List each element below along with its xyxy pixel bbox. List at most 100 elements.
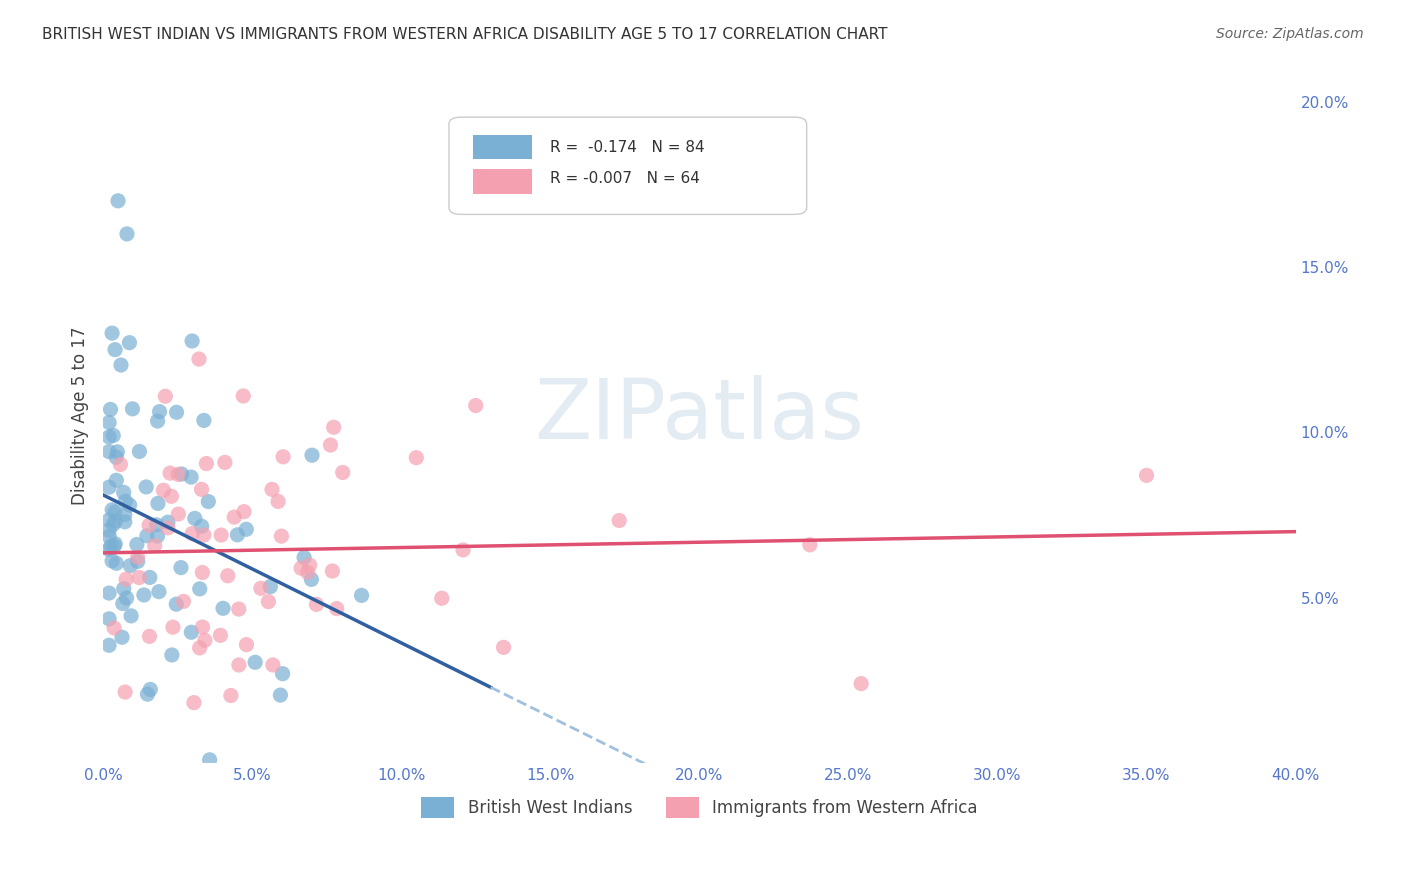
British West Indians	[198, 753, 221, 767]
British West Indians	[100, 402, 122, 417]
British West Indians	[271, 666, 294, 681]
British West Indians	[104, 343, 127, 357]
Immigrants from Western Africa	[128, 570, 150, 584]
Immigrants from Western Africa	[305, 598, 328, 612]
British West Indians	[128, 444, 150, 458]
Immigrants from Western Africa	[492, 640, 515, 655]
British West Indians	[111, 630, 134, 644]
Immigrants from Western Africa	[298, 558, 321, 573]
British West Indians	[180, 625, 202, 640]
British West Indians	[105, 445, 128, 459]
British West Indians	[350, 588, 373, 602]
British West Indians	[156, 515, 179, 529]
Immigrants from Western Africa	[110, 458, 132, 472]
British West Indians	[184, 511, 207, 525]
Immigrants from Western Africa	[183, 696, 205, 710]
Immigrants from Western Africa	[321, 564, 343, 578]
British West Indians	[165, 597, 187, 611]
British West Indians	[180, 470, 202, 484]
Immigrants from Western Africa	[188, 640, 211, 655]
British West Indians	[110, 358, 132, 372]
Immigrants from Western Africa	[160, 489, 183, 503]
British West Indians	[139, 682, 162, 697]
Immigrants from Western Africa	[167, 467, 190, 482]
Immigrants from Western Africa	[214, 455, 236, 469]
British West Indians	[132, 588, 155, 602]
British West Indians	[98, 416, 121, 430]
Immigrants from Western Africa	[191, 566, 214, 580]
British West Indians	[101, 554, 124, 568]
British West Indians	[127, 554, 149, 568]
British West Indians	[107, 194, 129, 208]
Immigrants from Western Africa	[271, 450, 294, 464]
FancyBboxPatch shape	[449, 117, 807, 214]
British West Indians	[146, 414, 169, 428]
Y-axis label: Disability Age 5 to 17: Disability Age 5 to 17	[72, 326, 89, 505]
British West Indians	[139, 570, 162, 584]
British West Indians	[292, 550, 315, 565]
British West Indians	[299, 573, 322, 587]
British West Indians	[125, 537, 148, 551]
Bar	[472, 135, 533, 159]
British West Indians	[259, 580, 281, 594]
Immigrants from Western Africa	[262, 657, 284, 672]
British West Indians	[170, 560, 193, 574]
British West Indians	[98, 529, 121, 543]
Immigrants from Western Africa	[1135, 468, 1157, 483]
Immigrants from Western Africa	[270, 529, 292, 543]
British West Indians	[101, 326, 124, 340]
Immigrants from Western Africa	[849, 676, 872, 690]
British West Indians	[136, 687, 159, 701]
Immigrants from Western Africa	[319, 438, 342, 452]
Immigrants from Western Africa	[405, 450, 427, 465]
Immigrants from Western Africa	[181, 526, 204, 541]
Immigrants from Western Africa	[232, 389, 254, 403]
Immigrants from Western Africa	[228, 658, 250, 673]
Immigrants from Western Africa	[156, 521, 179, 535]
Immigrants from Western Africa	[297, 566, 319, 580]
Immigrants from Western Africa	[172, 594, 194, 608]
Immigrants from Western Africa	[191, 620, 214, 634]
Immigrants from Western Africa	[159, 466, 181, 480]
Immigrants from Western Africa	[115, 572, 138, 586]
British West Indians	[114, 494, 136, 508]
British West Indians	[135, 480, 157, 494]
British West Indians	[115, 591, 138, 605]
British West Indians	[100, 539, 122, 553]
British West Indians	[269, 688, 291, 702]
British West Indians	[104, 537, 127, 551]
Immigrants from Western Africa	[195, 457, 218, 471]
British West Indians	[120, 558, 142, 573]
British West Indians	[190, 519, 212, 533]
British West Indians	[111, 597, 134, 611]
British West Indians	[118, 498, 141, 512]
Immigrants from Western Africa	[152, 483, 174, 498]
Immigrants from Western Africa	[257, 594, 280, 608]
British West Indians	[146, 496, 169, 510]
British West Indians	[98, 524, 121, 538]
British West Indians	[212, 601, 235, 615]
Immigrants from Western Africa	[209, 628, 232, 642]
British West Indians	[112, 582, 135, 596]
Immigrants from Western Africa	[224, 510, 246, 524]
Immigrants from Western Africa	[290, 561, 312, 575]
British West Indians	[98, 638, 121, 652]
British West Indians	[118, 335, 141, 350]
Immigrants from Western Africa	[325, 601, 347, 615]
British West Indians	[104, 505, 127, 519]
Immigrants from Western Africa	[451, 543, 474, 558]
British West Indians	[145, 517, 167, 532]
British West Indians	[226, 528, 249, 542]
British West Indians	[114, 508, 136, 522]
British West Indians	[148, 584, 170, 599]
Immigrants from Western Africa	[190, 483, 212, 497]
British West Indians	[181, 334, 204, 348]
British West Indians	[105, 450, 128, 465]
British West Indians	[104, 514, 127, 528]
Immigrants from Western Africa	[322, 420, 344, 434]
British West Indians	[135, 529, 157, 543]
British West Indians	[160, 648, 183, 662]
British West Indians	[170, 467, 193, 481]
British West Indians	[98, 513, 121, 527]
Immigrants from Western Africa	[188, 352, 211, 367]
